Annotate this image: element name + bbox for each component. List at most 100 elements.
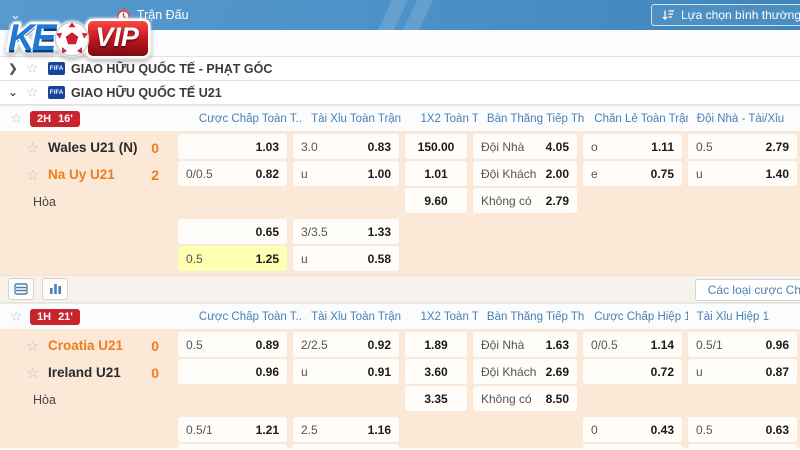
match2-odds: 0.5 0.89 2/2.5 0.92 1.89 Đội Nhà 1.63 0/0.5… — [175, 332, 800, 450]
odds-cell[interactable] — [178, 444, 287, 450]
favorite-star-icon[interactable]: ☆ — [26, 364, 40, 382]
period-label: 1H — [37, 310, 52, 323]
period-label: 2H — [37, 112, 52, 125]
odds-cell-fh-ou2-over[interactable]: 0.5 0.63 — [688, 417, 797, 442]
odds-value: 1.33 — [367, 224, 391, 239]
draw-row: Hòa — [0, 188, 175, 215]
odds-cell-fh-hdp-away[interactable]: 0.72 — [583, 359, 682, 384]
odds-cell-1x2-away[interactable]: 1.01 — [405, 161, 467, 186]
match1-odds: 1.03 3.0 0.83 150.00 Đội Nhà 4.05 o 1.11 0.… — [175, 134, 800, 275]
odds-value: 0.82 — [255, 166, 279, 181]
odds-cell-nextgoal-home[interactable]: Đội Nhà 4.05 — [473, 134, 577, 159]
chart-view-button[interactable] — [42, 278, 68, 300]
col-header-nextgoal: Bàn Thắng Tiếp Th... — [486, 310, 586, 323]
odds-cell-1x2-home[interactable]: 150.00 — [405, 134, 467, 159]
odds-value: 1.14 — [650, 337, 674, 352]
odds-cell-hdp-home[interactable]: 0.5 0.89 — [178, 332, 287, 357]
odds-cell-1x2-draw[interactable]: 3.35 — [405, 386, 467, 411]
odds-cell-nextgoal-away[interactable]: Đội Khách 2.00 — [473, 161, 577, 186]
favorite-star-icon[interactable]: ☆ — [10, 110, 23, 126]
odds-cell-nextgoal-none[interactable]: Không có 8.50 — [473, 386, 577, 411]
odds-value: 9.60 — [424, 193, 448, 208]
odds-cell-home-over[interactable]: 0.5 2.79 — [688, 134, 797, 159]
odds-cell-fh-ou-under[interactable]: u 0.87 — [688, 359, 797, 384]
odds-cell-nextgoal-away[interactable]: Đội Khách 2.69 — [473, 359, 577, 384]
selection-label: Đội Nhà — [481, 139, 525, 154]
tab-matches[interactable]: Trận Đấu — [136, 8, 189, 22]
collapse-chevron-icon[interactable]: ⌄ — [10, 7, 21, 22]
odds-value: 1.89 — [424, 337, 448, 352]
selection-label: Không có — [481, 193, 532, 208]
odds-cell-even[interactable]: e 0.75 — [583, 161, 682, 186]
selection-label: Đội Nhà — [481, 337, 525, 352]
row-view-button[interactable] — [8, 278, 34, 300]
selection-label: Đội Khách — [481, 364, 537, 379]
odds-value: 0.43 — [650, 422, 674, 437]
chevron-right-icon[interactable]: ❯ — [8, 63, 18, 75]
home-team-name: Wales U21 (N) — [48, 140, 138, 155]
odds-value: 1.63 — [545, 337, 569, 352]
odds-cell-nextgoal-none[interactable]: Không có 2.79 — [473, 188, 577, 213]
odds-cell-home-under[interactable]: u 1.40 — [688, 161, 797, 186]
col-header-overunder: Tài Xỉu Toàn Trận — [311, 310, 402, 323]
line-label: u — [696, 166, 703, 181]
bar-chart-icon — [49, 284, 61, 294]
bet-types-button[interactable]: Các loại cược Ch — [694, 279, 800, 301]
odds-cell-fh-hdp-home[interactable]: 0/0.5 1.14 — [583, 332, 682, 357]
col-header-overunder: Tài Xỉu Toàn Trận — [311, 112, 402, 125]
favorite-star-icon[interactable]: ☆ — [26, 84, 39, 100]
odds-cell-hdp2-home[interactable]: 0.65 — [178, 219, 287, 244]
odds-cell-hdp2-home[interactable]: 0.5/1 1.21 — [178, 417, 287, 442]
logo-text-vip: VIP — [86, 18, 150, 58]
away-team-row: ☆ Ireland U21 0 — [0, 359, 175, 386]
odds-cell-fh-hdp2-home[interactable]: 0 0.43 — [583, 417, 682, 442]
odds-value: 0.65 — [255, 224, 279, 239]
home-team-name: Croatia U21 — [48, 338, 124, 353]
odds-cell[interactable] — [688, 444, 797, 450]
league-row-u21[interactable]: ⌄ ☆ FIFA GIAO HỮU QUỐC TẾ U21 — [0, 81, 800, 105]
league-row-corners[interactable]: ❯ ☆ FIFA GIAO HỮU QUỐC TẾ - PHẠT GÓC — [0, 57, 800, 81]
odds-cell-hdp-away[interactable]: 0/0.5 0.82 — [178, 161, 287, 186]
odds-display-filter-button[interactable]: Lựa chọn bình thường — [650, 4, 800, 26]
odds-cell-1x2-home[interactable]: 1.89 — [405, 332, 467, 357]
odds-cell-fh-ou-over[interactable]: 0.5/1 0.96 — [688, 332, 797, 357]
odds-cell-ou-under[interactable]: u 0.91 — [293, 359, 399, 384]
col-header-handicap: Cược Chấp Toàn T... — [198, 310, 303, 323]
odds-cell-hdp-away[interactable]: 0.96 — [178, 359, 287, 384]
odds-value: 0.58 — [367, 251, 391, 266]
odds-value: 1.16 — [367, 422, 391, 437]
odds-value: 2.00 — [545, 166, 569, 181]
handicap-label: 0.5 — [186, 251, 203, 266]
odds-cell-ou2-over[interactable]: 3/3.5 1.33 — [293, 219, 399, 244]
favorite-star-icon[interactable]: ☆ — [26, 139, 40, 157]
odds-cell-1x2-draw[interactable]: 9.60 — [405, 188, 467, 213]
logo-text-keo: KE — [8, 17, 56, 58]
chevron-down-icon[interactable]: ⌄ — [8, 87, 18, 99]
odds-cell-ou2-under[interactable]: u 0.58 — [293, 246, 399, 271]
draw-label: Hòa — [33, 194, 56, 209]
home-score: 0 — [151, 337, 159, 354]
line-label: 3/3.5 — [301, 224, 328, 239]
col-header-fh-handicap: Cược Chấp Hiệp 1 — [594, 310, 688, 323]
favorite-star-icon[interactable]: ☆ — [26, 60, 39, 76]
keovip-logo: KE VIP — [8, 17, 150, 59]
favorite-star-icon[interactable]: ☆ — [26, 166, 40, 184]
odds-value: 0.96 — [255, 364, 279, 379]
odds-cell-hdp2-away-highlighted[interactable]: 0.5 1.25 — [178, 246, 287, 271]
line-label: 0.5 — [696, 139, 713, 154]
favorite-star-icon[interactable]: ☆ — [10, 308, 23, 324]
odds-cell-nextgoal-home[interactable]: Đội Nhà 1.63 — [473, 332, 577, 357]
odds-value: 0.83 — [367, 139, 391, 154]
odds-cell-ou2-over[interactable]: 2.5 1.16 — [293, 417, 399, 442]
odds-cell-ou-under[interactable]: u 1.00 — [293, 161, 399, 186]
odds-cell-odd[interactable]: o 1.11 — [583, 134, 682, 159]
col-header-1x2: 1X2 Toàn T... — [420, 310, 478, 323]
odds-cell-ou-over[interactable]: 2/2.5 0.92 — [293, 332, 399, 357]
odds-cell-1x2-away[interactable]: 3.60 — [405, 359, 467, 384]
odds-cell[interactable] — [583, 444, 682, 450]
odds-cell-ou-over[interactable]: 3.0 0.83 — [293, 134, 399, 159]
favorite-star-icon[interactable]: ☆ — [26, 337, 40, 355]
handicap-label: 0.5 — [186, 337, 203, 352]
odds-cell-hdp-home[interactable]: 1.03 — [178, 134, 287, 159]
odds-cell[interactable] — [293, 444, 399, 450]
